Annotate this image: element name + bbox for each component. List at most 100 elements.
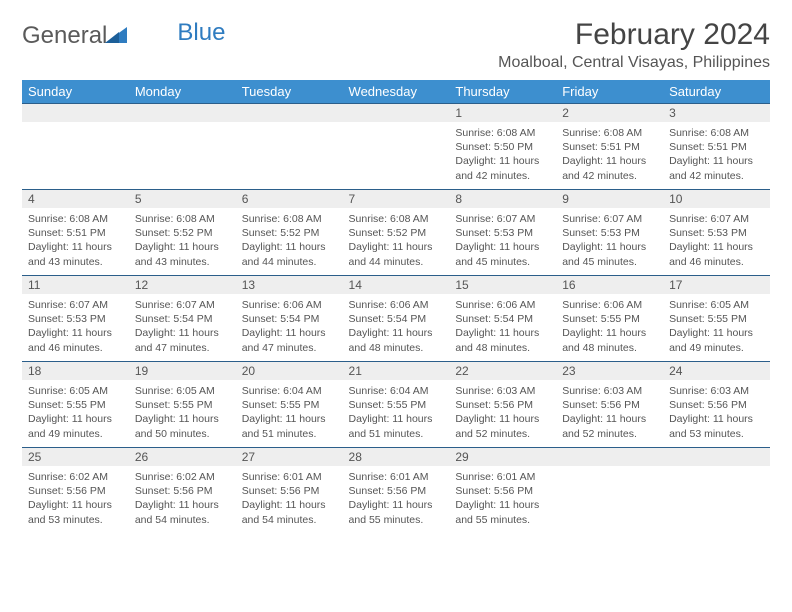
calendar-cell: 21Sunrise: 6:04 AMSunset: 5:55 PMDayligh…	[343, 362, 450, 448]
calendar-cell: 3Sunrise: 6:08 AMSunset: 5:51 PMDaylight…	[663, 104, 770, 190]
day-number: 9	[556, 190, 663, 209]
day-details: Sunrise: 6:08 AMSunset: 5:52 PMDaylight:…	[129, 209, 236, 273]
day-details: Sunrise: 6:07 AMSunset: 5:54 PMDaylight:…	[129, 295, 236, 359]
calendar-cell: 22Sunrise: 6:03 AMSunset: 5:56 PMDayligh…	[449, 362, 556, 448]
calendar-cell: 8Sunrise: 6:07 AMSunset: 5:53 PMDaylight…	[449, 190, 556, 276]
calendar-cell: 17Sunrise: 6:05 AMSunset: 5:55 PMDayligh…	[663, 276, 770, 362]
day-header: Tuesday	[236, 80, 343, 104]
calendar-week-row: 18Sunrise: 6:05 AMSunset: 5:55 PMDayligh…	[22, 362, 770, 448]
calendar-cell: 1Sunrise: 6:08 AMSunset: 5:50 PMDaylight…	[449, 104, 556, 190]
day-number	[236, 104, 343, 123]
calendar-cell: 27Sunrise: 6:01 AMSunset: 5:56 PMDayligh…	[236, 448, 343, 534]
day-header: Monday	[129, 80, 236, 104]
calendar-cell: 7Sunrise: 6:08 AMSunset: 5:52 PMDaylight…	[343, 190, 450, 276]
day-details: Sunrise: 6:06 AMSunset: 5:55 PMDaylight:…	[556, 295, 663, 359]
day-number	[343, 104, 450, 123]
day-details: Sunrise: 6:05 AMSunset: 5:55 PMDaylight:…	[129, 381, 236, 445]
calendar-cell: 25Sunrise: 6:02 AMSunset: 5:56 PMDayligh…	[22, 448, 129, 534]
day-details: Sunrise: 6:08 AMSunset: 5:51 PMDaylight:…	[22, 209, 129, 273]
day-details: Sunrise: 6:07 AMSunset: 5:53 PMDaylight:…	[556, 209, 663, 273]
calendar-week-row: 4Sunrise: 6:08 AMSunset: 5:51 PMDaylight…	[22, 190, 770, 276]
calendar-cell	[663, 448, 770, 534]
day-details: Sunrise: 6:04 AMSunset: 5:55 PMDaylight:…	[343, 381, 450, 445]
title-block: February 2024 Moalboal, Central Visayas,…	[498, 18, 770, 72]
calendar-cell: 5Sunrise: 6:08 AMSunset: 5:52 PMDaylight…	[129, 190, 236, 276]
day-details	[129, 123, 236, 130]
day-details: Sunrise: 6:02 AMSunset: 5:56 PMDaylight:…	[129, 467, 236, 531]
calendar-cell: 20Sunrise: 6:04 AMSunset: 5:55 PMDayligh…	[236, 362, 343, 448]
brand-part2: Blue	[177, 19, 225, 47]
calendar-cell: 26Sunrise: 6:02 AMSunset: 5:56 PMDayligh…	[129, 448, 236, 534]
calendar-cell: 6Sunrise: 6:08 AMSunset: 5:52 PMDaylight…	[236, 190, 343, 276]
day-number: 5	[129, 190, 236, 209]
day-number: 23	[556, 362, 663, 381]
day-number: 2	[556, 104, 663, 123]
brand-logo: General Blue	[22, 18, 225, 50]
day-number: 10	[663, 190, 770, 209]
header: General Blue February 2024 Moalboal, Cen…	[22, 18, 770, 72]
day-details	[22, 123, 129, 130]
day-number: 12	[129, 276, 236, 295]
day-details: Sunrise: 6:03 AMSunset: 5:56 PMDaylight:…	[449, 381, 556, 445]
day-number: 20	[236, 362, 343, 381]
day-header: Saturday	[663, 80, 770, 104]
day-number: 25	[22, 448, 129, 467]
day-details	[663, 467, 770, 474]
day-details: Sunrise: 6:05 AMSunset: 5:55 PMDaylight:…	[22, 381, 129, 445]
day-number: 6	[236, 190, 343, 209]
day-number: 8	[449, 190, 556, 209]
calendar-cell: 15Sunrise: 6:06 AMSunset: 5:54 PMDayligh…	[449, 276, 556, 362]
day-details: Sunrise: 6:07 AMSunset: 5:53 PMDaylight:…	[22, 295, 129, 359]
day-number: 14	[343, 276, 450, 295]
calendar-cell: 9Sunrise: 6:07 AMSunset: 5:53 PMDaylight…	[556, 190, 663, 276]
calendar-cell: 14Sunrise: 6:06 AMSunset: 5:54 PMDayligh…	[343, 276, 450, 362]
day-header: Friday	[556, 80, 663, 104]
location: Moalboal, Central Visayas, Philippines	[498, 54, 770, 72]
calendar-table: SundayMondayTuesdayWednesdayThursdayFrid…	[22, 80, 770, 534]
day-number: 16	[556, 276, 663, 295]
day-details: Sunrise: 6:03 AMSunset: 5:56 PMDaylight:…	[663, 381, 770, 445]
day-number: 1	[449, 104, 556, 123]
calendar-cell: 16Sunrise: 6:06 AMSunset: 5:55 PMDayligh…	[556, 276, 663, 362]
day-number: 26	[129, 448, 236, 467]
day-number: 27	[236, 448, 343, 467]
calendar-cell: 18Sunrise: 6:05 AMSunset: 5:55 PMDayligh…	[22, 362, 129, 448]
day-number: 18	[22, 362, 129, 381]
calendar-cell	[343, 104, 450, 190]
day-number	[129, 104, 236, 123]
calendar-cell: 10Sunrise: 6:07 AMSunset: 5:53 PMDayligh…	[663, 190, 770, 276]
day-details: Sunrise: 6:06 AMSunset: 5:54 PMDaylight:…	[343, 295, 450, 359]
day-details: Sunrise: 6:06 AMSunset: 5:54 PMDaylight:…	[449, 295, 556, 359]
day-number: 17	[663, 276, 770, 295]
day-details: Sunrise: 6:08 AMSunset: 5:50 PMDaylight:…	[449, 123, 556, 187]
day-number: 7	[343, 190, 450, 209]
day-number: 11	[22, 276, 129, 295]
day-details	[556, 467, 663, 474]
day-number: 13	[236, 276, 343, 295]
brand-triangle-icon	[105, 22, 127, 50]
day-header: Thursday	[449, 80, 556, 104]
day-number: 3	[663, 104, 770, 123]
day-details: Sunrise: 6:07 AMSunset: 5:53 PMDaylight:…	[663, 209, 770, 273]
calendar-week-row: 25Sunrise: 6:02 AMSunset: 5:56 PMDayligh…	[22, 448, 770, 534]
calendar-week-row: 11Sunrise: 6:07 AMSunset: 5:53 PMDayligh…	[22, 276, 770, 362]
day-details: Sunrise: 6:01 AMSunset: 5:56 PMDaylight:…	[236, 467, 343, 531]
brand-part1: General	[22, 22, 107, 50]
day-number: 21	[343, 362, 450, 381]
day-number: 4	[22, 190, 129, 209]
calendar-cell: 12Sunrise: 6:07 AMSunset: 5:54 PMDayligh…	[129, 276, 236, 362]
day-number: 22	[449, 362, 556, 381]
calendar-cell: 11Sunrise: 6:07 AMSunset: 5:53 PMDayligh…	[22, 276, 129, 362]
day-number: 15	[449, 276, 556, 295]
day-number: 28	[343, 448, 450, 467]
calendar-cell: 28Sunrise: 6:01 AMSunset: 5:56 PMDayligh…	[343, 448, 450, 534]
calendar-cell: 2Sunrise: 6:08 AMSunset: 5:51 PMDaylight…	[556, 104, 663, 190]
day-details: Sunrise: 6:08 AMSunset: 5:52 PMDaylight:…	[343, 209, 450, 273]
day-details	[343, 123, 450, 130]
day-details: Sunrise: 6:04 AMSunset: 5:55 PMDaylight:…	[236, 381, 343, 445]
calendar-header-row: SundayMondayTuesdayWednesdayThursdayFrid…	[22, 80, 770, 104]
calendar-week-row: 1Sunrise: 6:08 AMSunset: 5:50 PMDaylight…	[22, 104, 770, 190]
day-details: Sunrise: 6:08 AMSunset: 5:52 PMDaylight:…	[236, 209, 343, 273]
day-details: Sunrise: 6:08 AMSunset: 5:51 PMDaylight:…	[663, 123, 770, 187]
day-details: Sunrise: 6:05 AMSunset: 5:55 PMDaylight:…	[663, 295, 770, 359]
